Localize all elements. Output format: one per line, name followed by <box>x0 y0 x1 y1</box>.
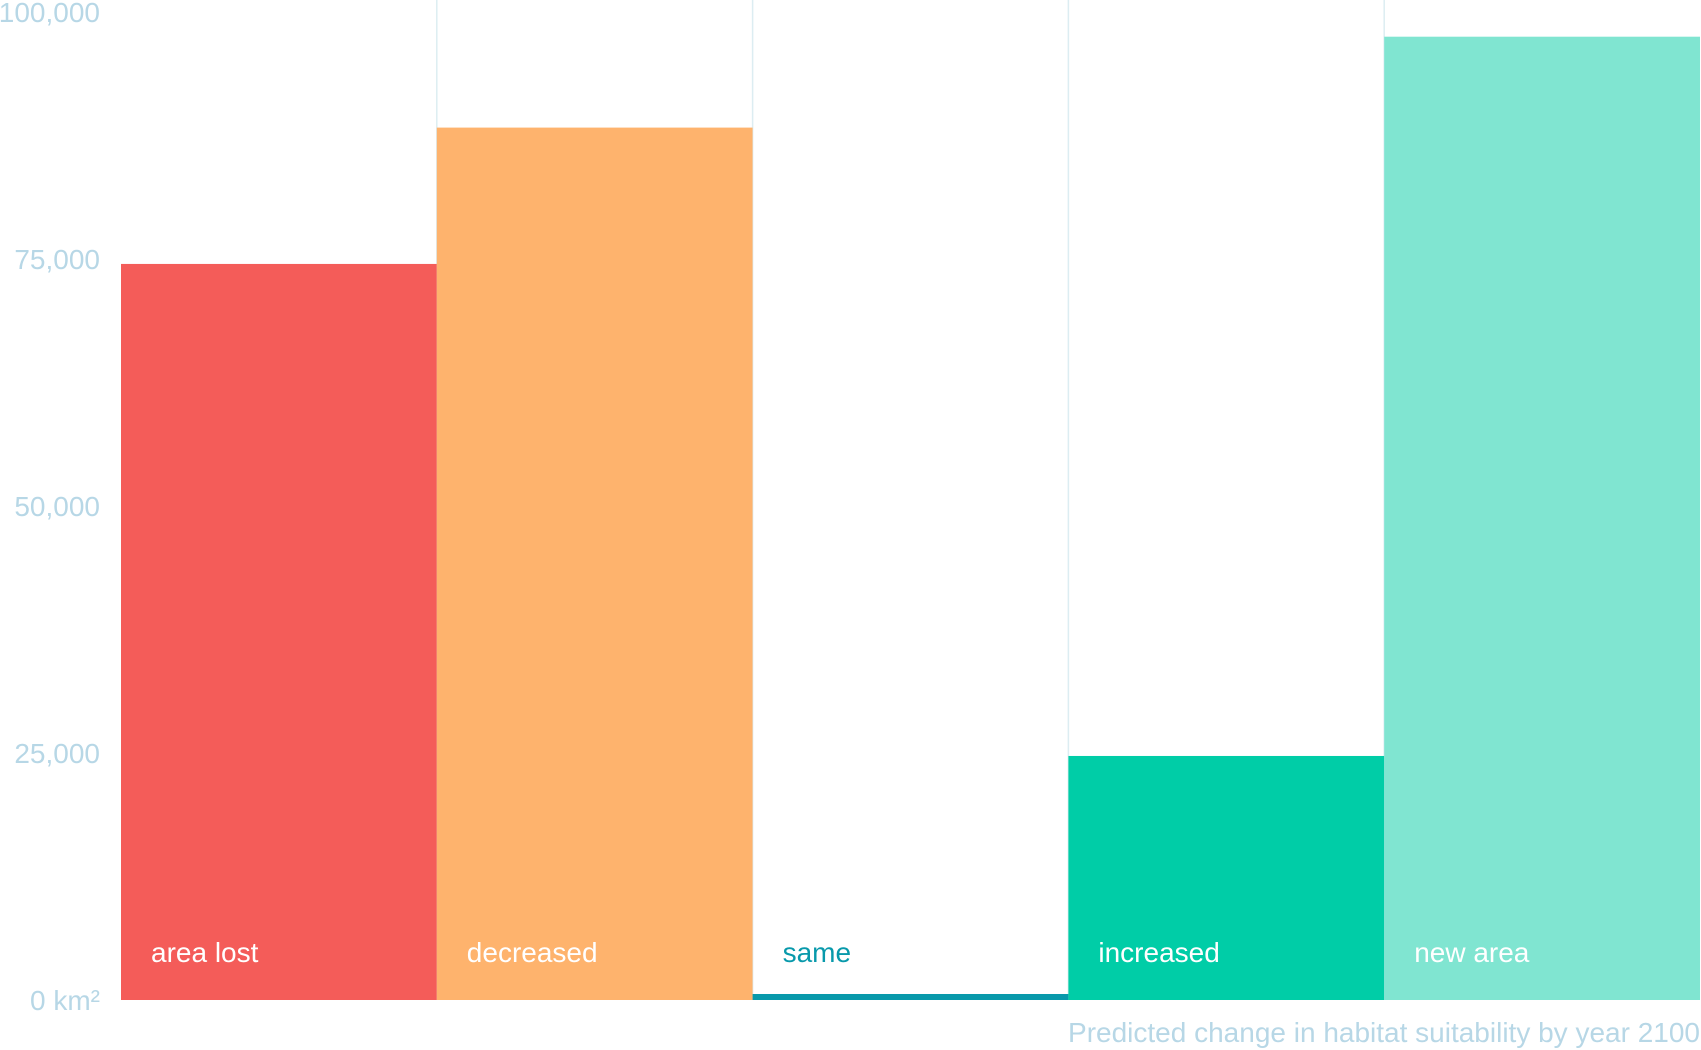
y-tick-label-0: 0 km² <box>30 985 100 1016</box>
y-tick-label-75000: 75,000 <box>14 244 100 275</box>
y-axis-ticks: 0 km² 25,000 50,000 75,000 100,000 <box>0 0 100 1016</box>
bar-area-lost <box>121 263 437 1000</box>
x-axis-caption: Predicted change in habitat suitability … <box>1068 1017 1700 1048</box>
y-tick-label-50000: 50,000 <box>14 491 100 522</box>
bar-label-same: same <box>783 937 851 968</box>
bars-layer <box>121 36 1700 1000</box>
bar-labels: area lost decreased same increased new area <box>151 937 1530 968</box>
y-tick-label-25000: 25,000 <box>14 738 100 769</box>
bar-label-new-area: new area <box>1414 937 1530 968</box>
bar-new-area <box>1384 36 1700 1000</box>
bar-label-increased: increased <box>1098 937 1219 968</box>
bar-same <box>752 994 1069 1000</box>
bar-increased <box>1068 755 1385 1000</box>
y-tick-label-100000: 100,000 <box>0 0 100 28</box>
bar-decreased <box>436 127 753 1000</box>
bar-label-area-lost: area lost <box>151 937 259 968</box>
bar-label-decreased: decreased <box>467 937 598 968</box>
